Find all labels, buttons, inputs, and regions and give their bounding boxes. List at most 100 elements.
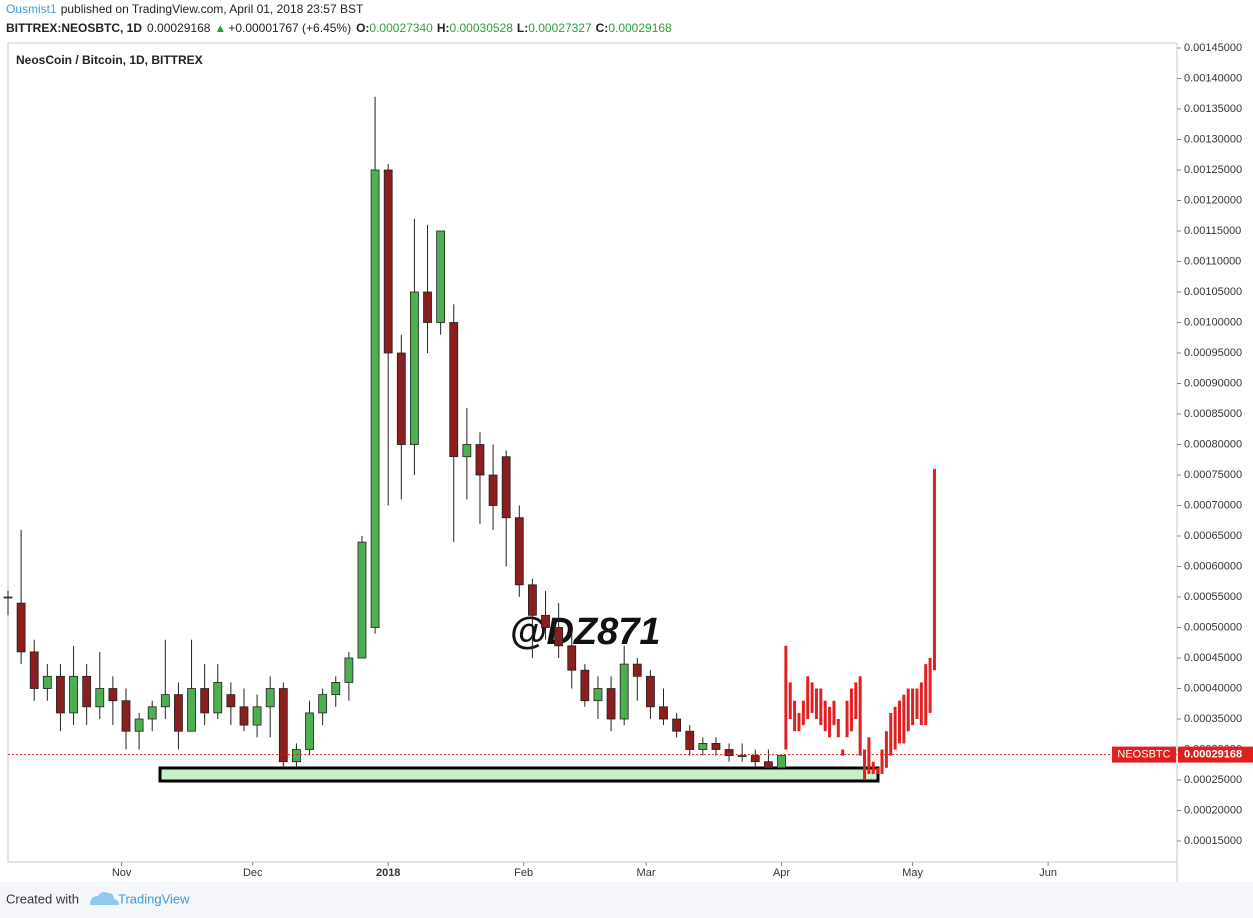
candle-body	[724, 749, 734, 757]
y-tick-label: 0.00125000	[1184, 164, 1242, 176]
o-value: 0.00027340	[369, 21, 433, 35]
projection-bar	[845, 700, 849, 738]
candle-body	[383, 169, 393, 354]
candle-body	[147, 706, 157, 720]
projection-bar	[823, 700, 827, 732]
symbol-tag-label: NEOSBTC	[1117, 748, 1170, 760]
projection-bar	[863, 749, 867, 781]
y-tick-label: 0.00120000	[1184, 194, 1242, 206]
x-tick-label: 2018	[376, 867, 400, 879]
y-tick-label: 0.00015000	[1184, 835, 1242, 847]
candle-body	[29, 651, 39, 689]
change: +0.00001767 (+6.45%)	[228, 21, 351, 35]
y-tick-label: 0.00085000	[1184, 408, 1242, 420]
candle-body	[514, 517, 524, 586]
y-tick-label: 0.00090000	[1184, 377, 1242, 389]
projection-bar	[897, 700, 901, 744]
projection-bar	[906, 688, 910, 732]
y-tick-label: 0.00095000	[1184, 347, 1242, 359]
projection-bar	[828, 706, 832, 738]
candle-body	[200, 688, 210, 714]
projection-bar	[841, 749, 845, 756]
price-tag	[1178, 746, 1253, 763]
candle-body	[423, 291, 432, 323]
projection-bar	[919, 682, 923, 726]
candle-body	[3, 596, 13, 599]
symbol: BITTREX:NEOSBTC, 1D	[6, 21, 142, 35]
candle-body	[488, 474, 498, 506]
x-tick-label: Mar	[637, 867, 656, 879]
projection-bar	[880, 749, 884, 774]
projection-bar	[871, 761, 875, 774]
candle-body	[449, 322, 459, 458]
footer	[0, 882, 1253, 918]
candle-body	[108, 688, 118, 702]
projection-bar	[854, 682, 858, 720]
header-line-1: Ousmist1 published on TradingView.com, Ap…	[6, 2, 364, 16]
candle-body	[672, 718, 682, 732]
support-zone	[158, 766, 880, 783]
x-tick-label: Nov	[112, 867, 132, 879]
x-tick-label: Dec	[243, 867, 263, 879]
candle-body	[606, 688, 616, 720]
candle-body	[593, 688, 603, 702]
candle-body	[174, 694, 183, 732]
c-value: 0.00029168	[608, 21, 672, 35]
published: published on TradingView.com, April 01, …	[61, 2, 364, 16]
candle-body	[685, 730, 695, 750]
projection-bar	[867, 737, 871, 774]
candle-body	[357, 541, 367, 659]
arrow: ▲	[214, 21, 226, 35]
candle-body	[187, 688, 196, 732]
x-tick-label: Apr	[773, 867, 790, 879]
candle-body	[121, 700, 131, 732]
projection-bar	[924, 664, 928, 726]
y-tick-label: 0.00140000	[1184, 72, 1242, 84]
candle-body	[436, 230, 446, 323]
projection-bar	[849, 688, 853, 732]
candle-body	[580, 669, 590, 702]
candle-body	[711, 743, 721, 750]
projection-bar	[784, 645, 788, 750]
y-tick-label: 0.00050000	[1184, 621, 1242, 633]
price: 0.00029168	[147, 21, 211, 35]
candle-body	[554, 627, 564, 647]
y-tick-label: 0.00060000	[1184, 560, 1242, 572]
plot-area	[7, 42, 1178, 863]
candle-body	[278, 688, 288, 763]
footer-brand[interactable]: TradingView	[118, 891, 190, 906]
candle-body	[541, 614, 550, 628]
y-tick-label: 0.00020000	[1184, 804, 1242, 816]
y-tick-label: 0.00045000	[1184, 652, 1242, 664]
symbol-tag	[1112, 746, 1176, 763]
candle-body	[305, 712, 314, 750]
candle-body	[659, 706, 668, 720]
author-link[interactable]: Ousmist1	[6, 2, 57, 16]
candle-body	[134, 718, 144, 732]
candle-body	[763, 761, 773, 769]
x-tick-label: Feb	[514, 867, 533, 879]
projection-bar	[893, 706, 897, 750]
candle-body	[331, 682, 341, 696]
projection-bar	[932, 468, 936, 671]
candle-body	[462, 444, 472, 458]
y-tick-label: 0.00055000	[1184, 591, 1242, 603]
y-tick-label: 0.00070000	[1184, 499, 1242, 511]
l-label: L:	[517, 21, 528, 35]
candle-body	[528, 584, 537, 616]
candle-body	[501, 456, 511, 519]
header-line-2: BITTREX:NEOSBTC, 1D 0.00029168 ▲ +0.0000176…	[6, 21, 672, 35]
projection-bar	[819, 688, 823, 726]
y-tick-label: 0.00145000	[1184, 42, 1242, 54]
candle-body	[252, 706, 262, 726]
brand-logo	[90, 892, 119, 905]
candle-body	[56, 675, 65, 714]
projection-bar	[858, 676, 862, 756]
c-label: C:	[596, 21, 609, 35]
y-tick-label: 0.00135000	[1184, 103, 1242, 115]
candle-body	[632, 663, 642, 677]
candle-body	[370, 169, 380, 628]
candle-body	[646, 675, 655, 708]
x-tick-label: Jun	[1039, 867, 1057, 879]
